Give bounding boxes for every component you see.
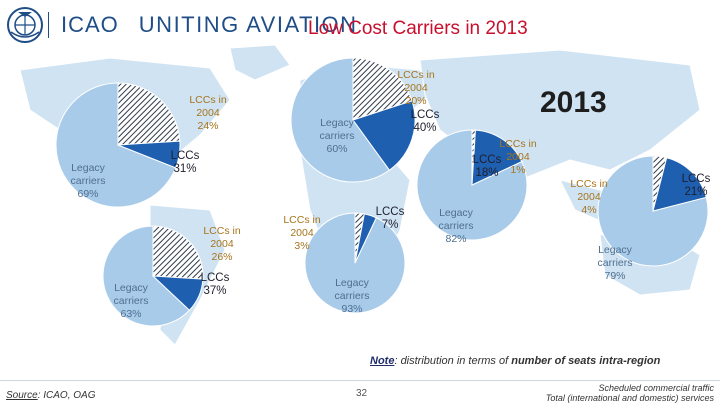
year-label: 2013 [540, 86, 607, 119]
pie-label-lcc-2004-africa: LCCs in 2004 3% [283, 214, 321, 252]
pie-label-lcc-north-america-left: LCCs 31% [170, 150, 200, 175]
page-number: 32 [356, 388, 368, 399]
pie-label-lcc-asia: LCCs 18% [472, 154, 502, 179]
pie-label-lcc-2004-north-america-left: LCCs in 2004 24% [189, 94, 227, 132]
pie-label-legacy-europe: Legacy carriers 60% [319, 117, 355, 155]
pie-slice-lcc-2004-north-america-left [117, 82, 181, 146]
pie-slice-lcc-2004-europe [352, 57, 413, 121]
pie-slice-lcc-latin-america [151, 275, 204, 311]
page-title: Low Cost Carriers in 2013 [308, 18, 528, 39]
logo-text: ICAO [61, 12, 119, 37]
pie-slice-lcc-north-america-left [117, 140, 181, 169]
icao-emblem-icon [7, 7, 43, 43]
note-text-a: : distribution in terms of [394, 355, 512, 367]
source-text: : ICAO, OAG [37, 390, 96, 401]
note-prefix: Note [370, 355, 395, 367]
logo-separator [48, 12, 49, 38]
source: Source: ICAO, OAG [6, 390, 95, 401]
pie-slice-lcc-africa [354, 213, 377, 264]
world-map [19, 44, 709, 346]
footer: Source: ICAO, OAG 32 Scheduled commercia… [0, 380, 720, 405]
pie-label-lcc-2004-oceania: LCCs in 2004 4% [570, 178, 608, 216]
pie-label-legacy-latin-america: Legacy carriers 63% [113, 282, 149, 320]
pie-slice-legacy-north-america-left [55, 82, 177, 208]
pie-slice-lcc-asia [471, 129, 523, 186]
pie-label-legacy-north-america-left: Legacy carriers 69% [70, 162, 106, 200]
footer-divider [0, 380, 720, 381]
pie-label-lcc-latin-america: LCCs 37% [200, 272, 230, 297]
pie-label-lcc-africa: LCCs 7% [375, 206, 405, 231]
pie-label-lcc-2004-asia: LCCs in 2004 1% [499, 138, 537, 176]
pie-label-lcc-2004-latin-america: LCCs in 2004 26% [203, 225, 241, 263]
logo: ICAO UNITING AVIATION [6, 6, 358, 44]
traffic-note: Scheduled commercial traffic Total (inte… [546, 383, 714, 403]
pie-slice-legacy-europe [290, 57, 391, 183]
traffic-line-1: Scheduled commercial traffic [598, 383, 714, 393]
pie-label-legacy-asia: Legacy carriers 82% [438, 207, 474, 245]
traffic-line-2: Total (international and domestic) servi… [545, 393, 714, 403]
note: Note: distribution in terms of number of… [370, 355, 660, 367]
source-prefix: Source [6, 390, 38, 401]
pie-label-lcc-europe: LCCs 40% [410, 109, 440, 134]
pie-charts [55, 57, 709, 327]
pie-label-lcc-oceania: LCCs 21% [681, 173, 711, 198]
pie-label-lcc-2004-europe: LCCs in 2004 20% [397, 69, 435, 107]
pie-label-legacy-africa: Legacy carriers 93% [334, 277, 370, 315]
tagline: UNITING AVIATION [138, 12, 358, 37]
note-text-b: number of seats intra-region [511, 355, 661, 367]
pie-slice-lcc-oceania [652, 157, 707, 212]
pie-label-legacy-oceania: Legacy carriers 79% [597, 244, 633, 282]
header: ICAO UNITING AVIATION Low Cost Carriers … [0, 0, 720, 48]
pie-slice-legacy-latin-america [102, 225, 191, 327]
pie-slice-lcc-europe [352, 100, 416, 171]
pie-slice-lcc-2004-latin-america [152, 225, 204, 280]
